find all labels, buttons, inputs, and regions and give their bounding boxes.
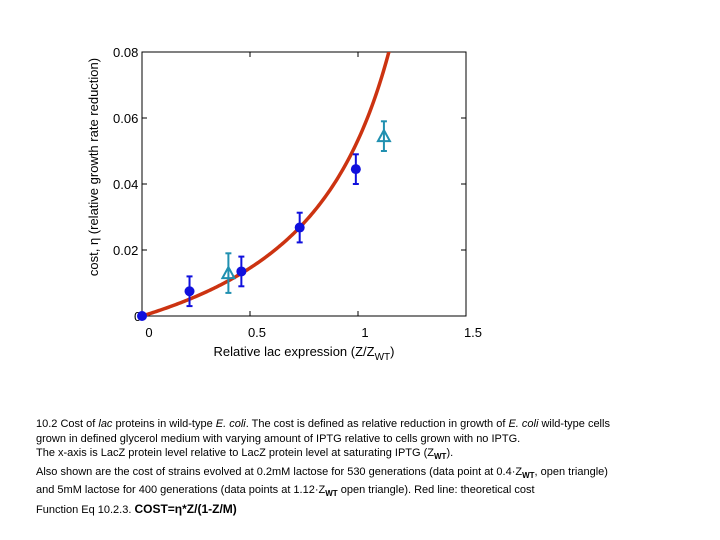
y-tick-label: 0.04 (113, 177, 138, 192)
x-tick-label: 0 (145, 325, 152, 340)
data-points (137, 120, 392, 321)
cost-formula: COST=η*Z/(1-Z/M) (134, 502, 237, 517)
x-tick-label: 1.5 (464, 325, 482, 340)
y-tick-label: 0.02 (113, 243, 138, 258)
cost-chart: 00.511.500.020.040.060.08 Relative lac e… (86, 45, 482, 363)
evolved-triangle-point (220, 265, 237, 280)
wild-type-point (350, 164, 361, 175)
wild-type-point (236, 266, 247, 277)
evolved-triangle-point (376, 128, 392, 143)
wild-type-point (184, 286, 195, 297)
x-tick-label: 0.5 (248, 325, 266, 340)
caption-line-5: and 5mM lactose for 400 generations (dat… (36, 484, 535, 499)
x-tick-label: 1 (361, 325, 368, 340)
y-tick-label: 0.08 (113, 45, 138, 60)
plot-area (141, 51, 467, 317)
y-axis-label: cost, η (relative growth rate reduction) (86, 58, 101, 276)
caption-line-4: Also shown are the cost of strains evolv… (36, 465, 608, 480)
x-axis-label: Relative lac expression (Z/ZWT) (213, 344, 394, 363)
caption-line-1: 10.2 Cost of lac proteins in wild-type E… (36, 418, 610, 430)
y-tick-label: 0.06 (113, 111, 138, 126)
figure-caption: 10.2 Cost of lac proteins in wild-type E… (36, 417, 696, 518)
caption-line-3: The x-axis is LacZ protein level relativ… (36, 447, 454, 462)
wild-type-point (294, 222, 305, 233)
caption-line-6: Function Eq 10.2.3. COST=η*Z/(1-Z/M) (36, 502, 237, 517)
caption-line-2: grown in defined glycerol medium with va… (36, 432, 521, 445)
wild-type-point (137, 311, 147, 321)
